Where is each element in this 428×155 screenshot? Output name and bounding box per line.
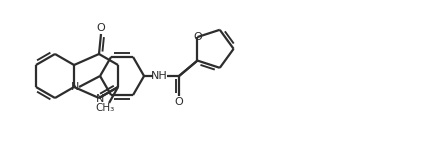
Text: N: N (96, 94, 104, 104)
Text: N: N (71, 82, 79, 92)
Text: O: O (193, 32, 202, 42)
Text: O: O (97, 23, 105, 33)
Text: CH₃: CH₃ (95, 103, 115, 113)
Text: NH: NH (151, 71, 167, 81)
Text: O: O (175, 97, 184, 107)
